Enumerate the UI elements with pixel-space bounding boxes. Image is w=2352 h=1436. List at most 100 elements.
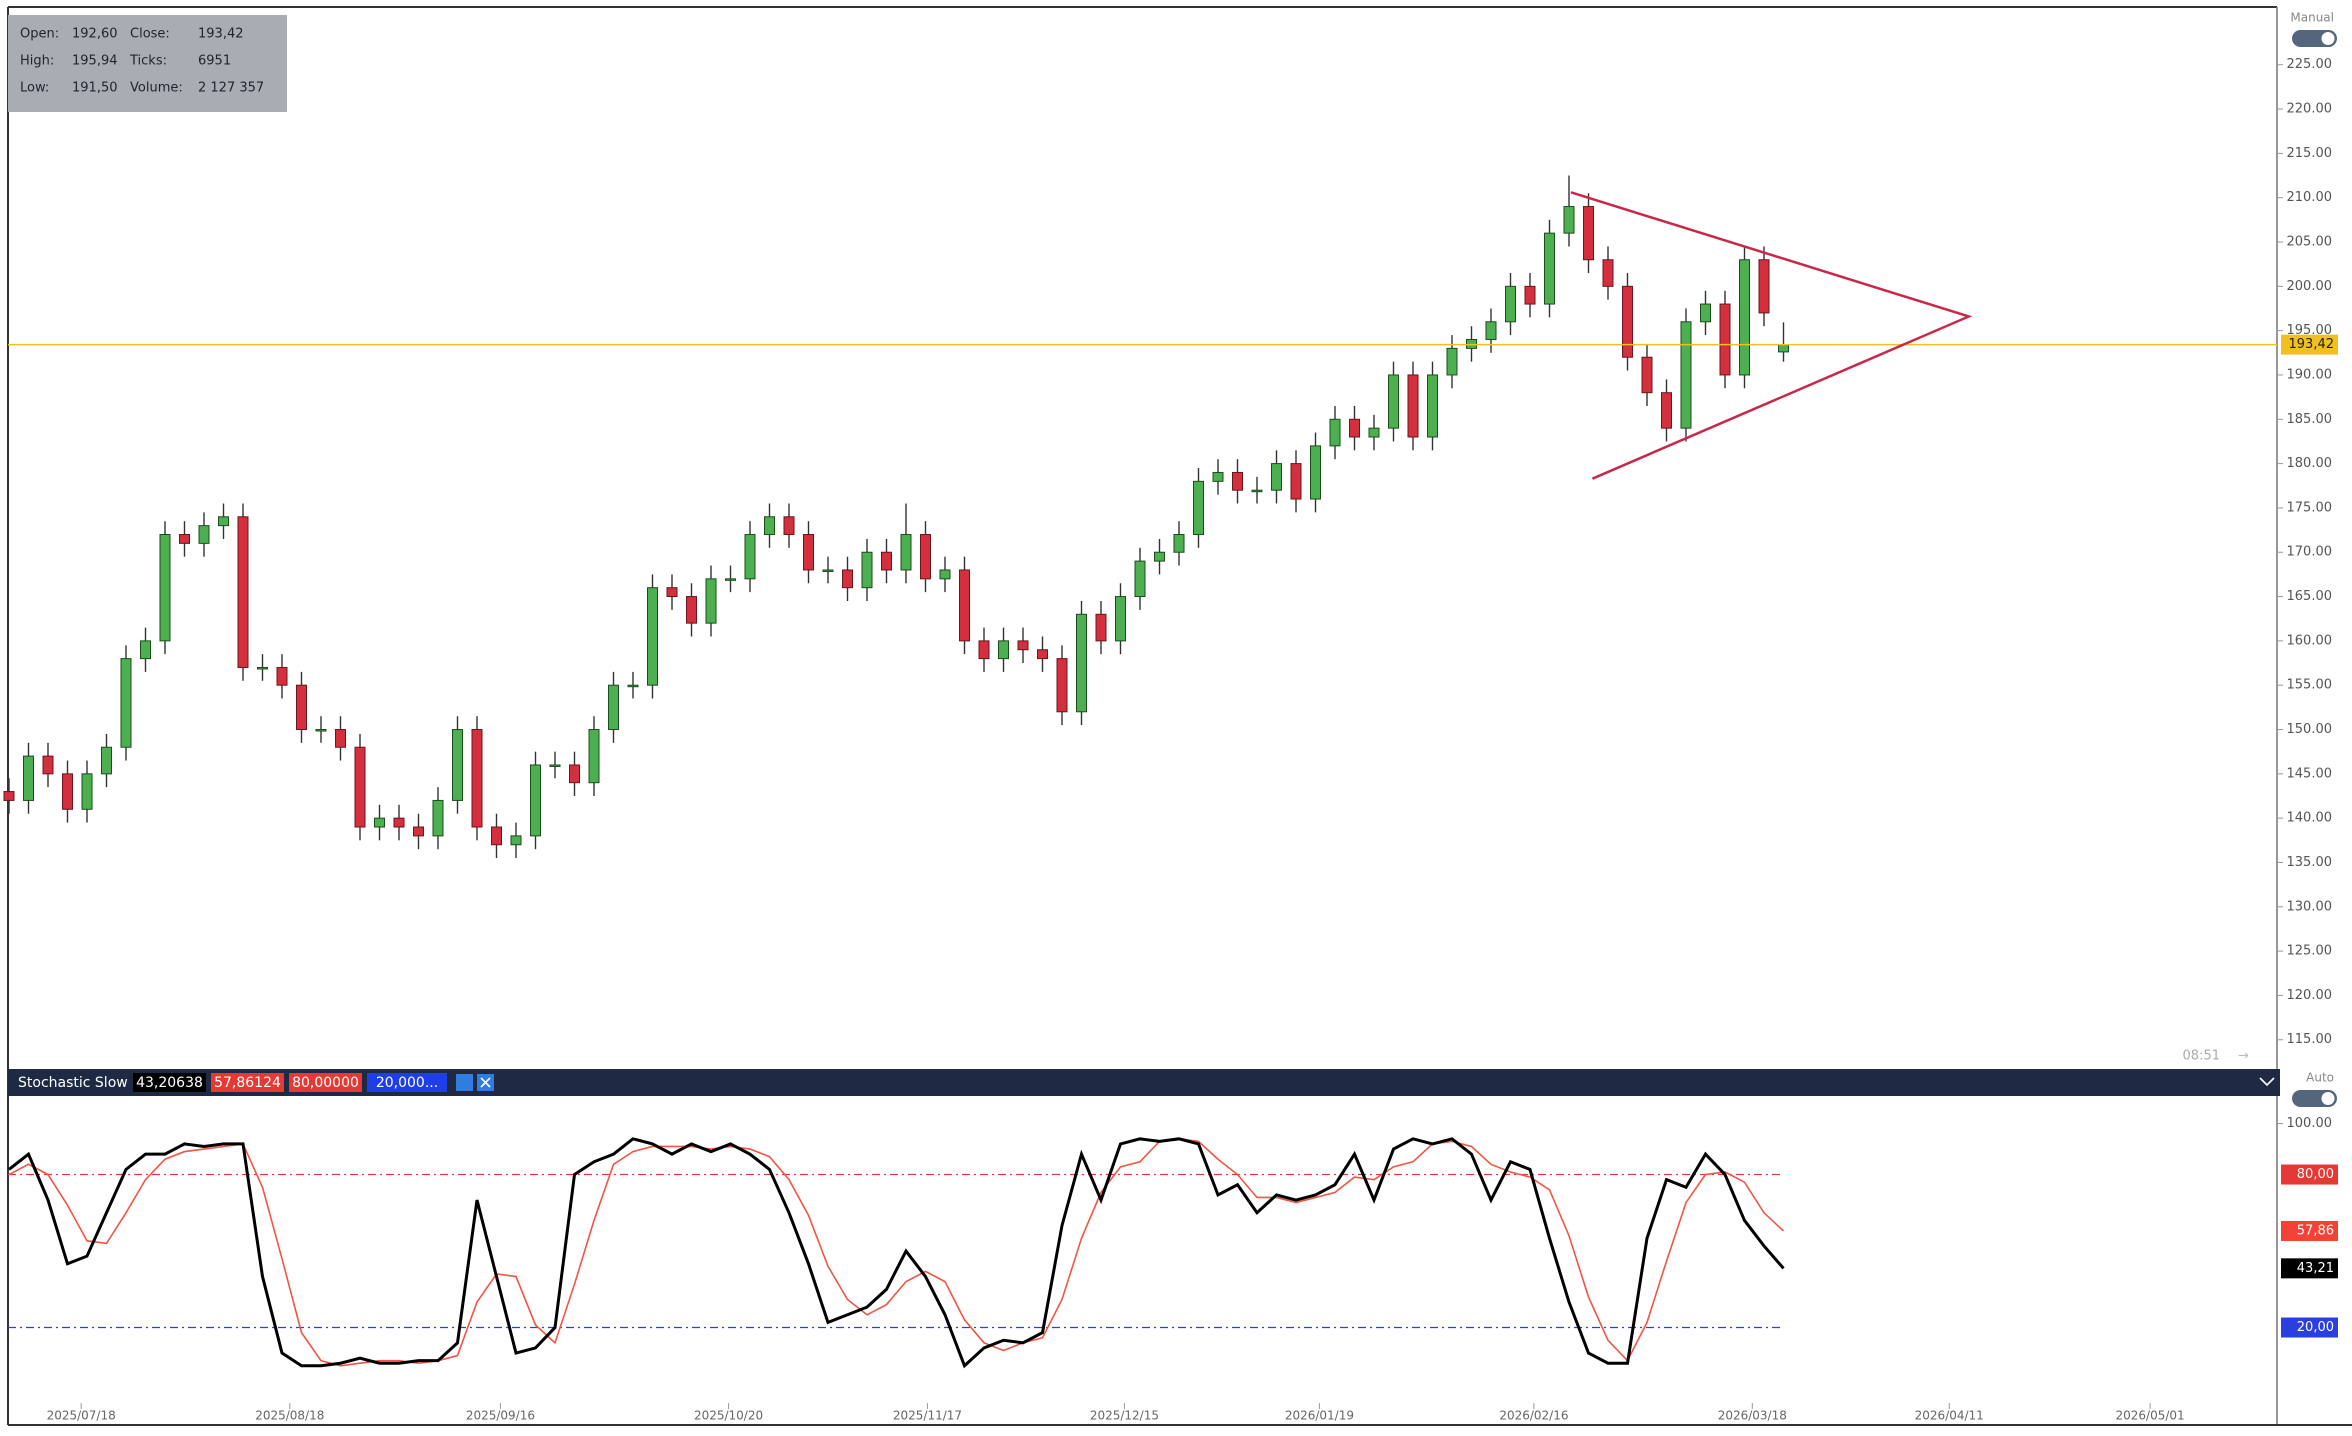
y-tick-label: 215.00 xyxy=(2287,146,2333,161)
candle-body xyxy=(1583,206,1594,261)
x-tick-label: 2026/01/19 xyxy=(1285,1409,1354,1423)
y-tick-label: 140.00 xyxy=(2287,811,2333,826)
visibility-button[interactable] xyxy=(456,1074,473,1091)
value-tag-bg xyxy=(2281,1220,2338,1241)
candle-body xyxy=(413,826,424,837)
info-text: Volume: xyxy=(130,81,183,96)
candle-body xyxy=(335,729,346,748)
candle-body xyxy=(1349,418,1360,438)
candle-body xyxy=(1524,285,1536,305)
candle-body xyxy=(1212,471,1224,482)
candle-body xyxy=(647,587,658,686)
y-tick-label: 150.00 xyxy=(2287,722,2333,737)
candle-body xyxy=(179,534,190,544)
candle-body xyxy=(140,640,151,660)
candle-body xyxy=(530,764,541,837)
candle-body xyxy=(1427,374,1438,438)
y-tick-label: 145.00 xyxy=(2287,766,2333,781)
indicator-value-bg xyxy=(133,1073,206,1092)
candle-body xyxy=(42,755,54,775)
candle-body xyxy=(1388,374,1399,429)
y-tick-label: 125.00 xyxy=(2287,944,2333,959)
indicator-header: Stochastic Slow 43,20638 57,86124 80,00000… xyxy=(8,1069,2280,1096)
candle-body xyxy=(588,729,600,784)
x-tick-label: 2026/04/11 xyxy=(1915,1409,1984,1423)
y-tick-label: 210.00 xyxy=(2287,190,2333,205)
x-tick-label: 2026/02/16 xyxy=(1499,1409,1568,1423)
candle-body xyxy=(1037,649,1048,660)
value-tag: 57,86 xyxy=(2297,1223,2334,1238)
candle-body xyxy=(842,569,853,589)
info-text: Open: xyxy=(20,27,59,42)
candle-body xyxy=(1758,259,1770,314)
candle-body xyxy=(803,534,814,571)
candle-body xyxy=(1485,321,1497,341)
y-tick-label: 135.00 xyxy=(2287,855,2333,870)
candle-body xyxy=(471,729,483,828)
candle-body xyxy=(1622,285,1633,358)
candle-body xyxy=(393,817,405,828)
candle-body xyxy=(1505,285,1516,323)
level-tag: 20,00 xyxy=(2297,1320,2334,1335)
candle-body xyxy=(744,534,756,580)
indicator-value-bg xyxy=(289,1073,362,1092)
toggle-knob xyxy=(2321,32,2335,45)
info-text: 6951 xyxy=(198,54,231,69)
info-text: 192,60 xyxy=(72,27,118,42)
indicator-value: 57,86124 xyxy=(214,1075,281,1091)
info-text: Close: xyxy=(130,27,170,42)
last-price-label: 193,42 xyxy=(2289,337,2335,352)
candle-body xyxy=(783,516,795,536)
y-tick-label: 120.00 xyxy=(2287,988,2333,1003)
info-box-bg xyxy=(8,15,287,112)
stochastic-panel: 100.00 2025/07/18 2025/08/18 2025/09/16 2025… xyxy=(8,1116,2338,1423)
collapse-chevron[interactable] xyxy=(2259,1077,2275,1087)
scroll-arrow[interactable]: → xyxy=(2238,1049,2249,1064)
candle-body xyxy=(1232,471,1243,491)
value-tag-bg xyxy=(2281,1258,2338,1279)
candle-body xyxy=(900,534,912,571)
indicator-title: Stochastic Slow xyxy=(18,1075,128,1091)
scale-mode: Manual xyxy=(2290,11,2334,25)
level-tag-bg xyxy=(2281,1317,2338,1338)
candle-body xyxy=(1134,560,1146,598)
candle-body xyxy=(1329,418,1341,447)
candle-body xyxy=(686,596,697,624)
candle-body xyxy=(1076,613,1087,713)
candle-body xyxy=(315,729,327,732)
indicator-value: 43,20638 xyxy=(136,1075,203,1091)
candle-body xyxy=(939,569,951,580)
candle-body xyxy=(1271,463,1282,491)
y-tick-label: 205.00 xyxy=(2287,235,2333,250)
candle-body xyxy=(705,578,717,624)
candle-body xyxy=(1544,232,1555,305)
candle-body xyxy=(198,525,210,544)
candle-body xyxy=(1368,427,1380,438)
y-tick-label: 175.00 xyxy=(2287,500,2333,515)
candle-body xyxy=(374,817,385,828)
x-tick-label: 2026/03/18 xyxy=(1718,1409,1787,1423)
x-tick-label: 2026/05/01 xyxy=(2116,1409,2185,1423)
candle-body xyxy=(81,773,93,810)
candle-body xyxy=(1563,206,1575,234)
candle-body xyxy=(296,684,307,731)
value-tag: 43,21 xyxy=(2297,1261,2334,1276)
level-tag: 80,00 xyxy=(2297,1167,2334,1182)
y-tick-label: 170.00 xyxy=(2287,545,2333,560)
candle-body xyxy=(920,534,931,580)
candle-body xyxy=(959,569,970,642)
y-tick-label: 200.00 xyxy=(2287,279,2333,294)
candle-body xyxy=(861,551,873,589)
candle-body xyxy=(120,658,132,748)
candle-body xyxy=(1407,374,1419,438)
candle-body xyxy=(452,729,463,801)
candle-body xyxy=(1778,344,1789,353)
close-icon xyxy=(480,1077,491,1088)
candle-body xyxy=(62,773,73,810)
y-tick-label: 180.00 xyxy=(2287,456,2333,471)
y-tick-label: 220.00 xyxy=(2287,102,2333,117)
candle-body xyxy=(1017,640,1029,651)
candle-body xyxy=(1700,303,1711,323)
candle-body xyxy=(1602,259,1614,287)
